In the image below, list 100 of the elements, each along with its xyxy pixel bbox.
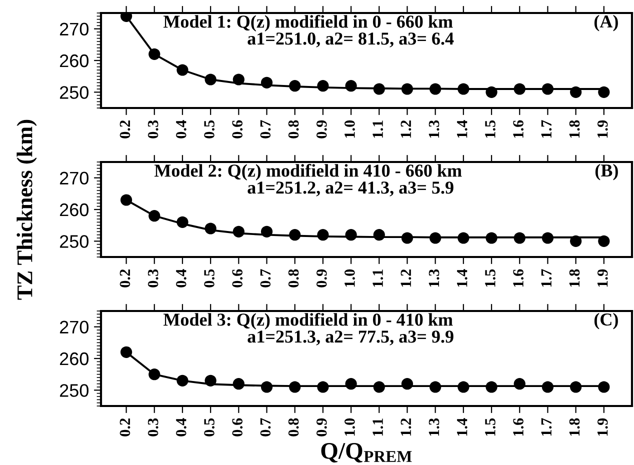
x-tick-label: 0.8 bbox=[288, 120, 299, 138]
x-tick-label: 1.1 bbox=[372, 270, 384, 287]
x-tick-label: 0.5 bbox=[204, 418, 214, 436]
point bbox=[148, 210, 160, 222]
annotation: (A) bbox=[594, 14, 618, 32]
point bbox=[176, 216, 188, 228]
point bbox=[514, 232, 526, 244]
x-tick-label: 1.7 bbox=[541, 120, 552, 138]
x-tick-label: 1.8 bbox=[569, 269, 580, 287]
x-tick-label: 0.4 bbox=[176, 418, 186, 436]
point bbox=[458, 232, 470, 244]
point bbox=[514, 378, 526, 390]
point bbox=[148, 368, 160, 380]
x-tick-label: 0.3 bbox=[148, 418, 158, 436]
point bbox=[317, 381, 329, 393]
point bbox=[176, 374, 188, 386]
x-tick-label: 0.7 bbox=[260, 269, 271, 288]
x-axis-title: Q/Q$_{PREM}$ bbox=[321, 443, 412, 462]
y-tick-label: 270 bbox=[60, 172, 88, 185]
point bbox=[232, 378, 244, 390]
x-tick-label: 1.6 bbox=[513, 418, 524, 436]
chart-title: Model 1: Q(z) modifield in 0 - 660 km bbox=[163, 14, 453, 32]
point bbox=[232, 74, 244, 86]
x-tick-label: 1.8 bbox=[569, 120, 580, 138]
point bbox=[401, 232, 414, 244]
y-tick-label: 260 bbox=[60, 352, 88, 366]
point bbox=[204, 222, 216, 234]
point bbox=[486, 86, 498, 98]
point bbox=[148, 48, 160, 60]
x-tick-label: 0.4 bbox=[176, 120, 186, 138]
point bbox=[570, 235, 582, 247]
y-tick-label: 250 bbox=[60, 235, 88, 248]
x-tick-label: 1.3 bbox=[428, 269, 440, 287]
x-tick-label: 1.7 bbox=[541, 418, 552, 436]
x-tick-label: 1.9 bbox=[597, 269, 608, 287]
point bbox=[401, 83, 414, 95]
x-tick-label: 1.5 bbox=[485, 120, 496, 138]
y-tick-label: 260 bbox=[60, 54, 88, 68]
x-tick-label: 0.4 bbox=[176, 269, 186, 288]
text: a1=251.2, a2= 41.3, a3= 5.9 bbox=[248, 182, 454, 196]
point bbox=[260, 76, 273, 88]
point bbox=[598, 235, 610, 247]
x-tick-label: 0.2 bbox=[120, 120, 130, 138]
x-tick-label: 0.7 bbox=[260, 120, 271, 138]
point bbox=[120, 194, 132, 206]
x-tick-label: 0.6 bbox=[232, 269, 243, 288]
x-tick-label: 0.5 bbox=[204, 120, 214, 138]
x-tick-label: 0.3 bbox=[148, 269, 158, 288]
x-tick-label: 1.3 bbox=[428, 120, 440, 138]
point bbox=[260, 381, 273, 393]
text: a1=251.3, a2= 77.5, a3= 9.9 bbox=[248, 330, 454, 346]
x-tick-label: 1.0 bbox=[344, 418, 355, 436]
x-tick-label: 1.7 bbox=[541, 269, 552, 287]
x-tick-label: 1.9 bbox=[597, 120, 608, 138]
point bbox=[570, 86, 582, 98]
chart-title: Model 3: Q(z) modifield in 0 - 410 km bbox=[163, 312, 453, 330]
x-tick-label: 1.1 bbox=[372, 120, 384, 138]
point bbox=[430, 381, 442, 393]
x-tick-label: 1.2 bbox=[400, 269, 412, 287]
x-tick-label: 1.0 bbox=[344, 120, 355, 138]
point bbox=[373, 83, 385, 95]
x-tick-label: 0.8 bbox=[288, 418, 299, 436]
point bbox=[486, 232, 498, 244]
y-tick-label: 250 bbox=[60, 384, 88, 397]
point bbox=[430, 83, 442, 95]
y-axis-title: TZ Thickness (km) bbox=[16, 120, 37, 300]
point bbox=[345, 229, 357, 241]
point bbox=[317, 229, 329, 241]
point bbox=[373, 381, 385, 393]
x-tick-label: 1.3 bbox=[428, 418, 440, 436]
x-tick-label: 1.4 bbox=[457, 269, 468, 287]
point bbox=[289, 80, 301, 92]
point bbox=[232, 226, 244, 238]
x-tick-label: 0.2 bbox=[120, 269, 130, 288]
x-tick-label: 1.4 bbox=[457, 418, 468, 436]
chart-title: Model 2: Q(z) modifield in 410 - 660 km bbox=[154, 164, 462, 180]
x-tick-label: 1.5 bbox=[485, 269, 496, 287]
y-tick-label: 260 bbox=[60, 203, 88, 216]
point bbox=[345, 80, 357, 92]
x-tick-label: 0.9 bbox=[316, 418, 327, 436]
y-tick-label: 270 bbox=[60, 320, 88, 334]
point bbox=[514, 83, 526, 95]
x-tick-label: 0.5 bbox=[204, 269, 214, 288]
x-tick-label: 0.3 bbox=[148, 120, 158, 138]
x-tick-label: 1.0 bbox=[344, 269, 355, 287]
annotation: (B) bbox=[595, 164, 618, 180]
x-tick-label: 0.7 bbox=[260, 418, 271, 436]
point bbox=[570, 381, 582, 393]
x-tick-label: 1.6 bbox=[513, 269, 524, 287]
point bbox=[120, 346, 132, 358]
point bbox=[176, 64, 188, 76]
x-tick-label: 0.9 bbox=[316, 269, 327, 288]
point bbox=[317, 80, 329, 92]
point bbox=[542, 232, 554, 244]
annotation: (C) bbox=[594, 312, 618, 330]
point bbox=[289, 381, 301, 393]
point bbox=[289, 229, 301, 241]
x-tick-label: 1.1 bbox=[372, 418, 384, 436]
x-tick-label: 1.5 bbox=[485, 418, 496, 436]
point bbox=[260, 226, 273, 238]
